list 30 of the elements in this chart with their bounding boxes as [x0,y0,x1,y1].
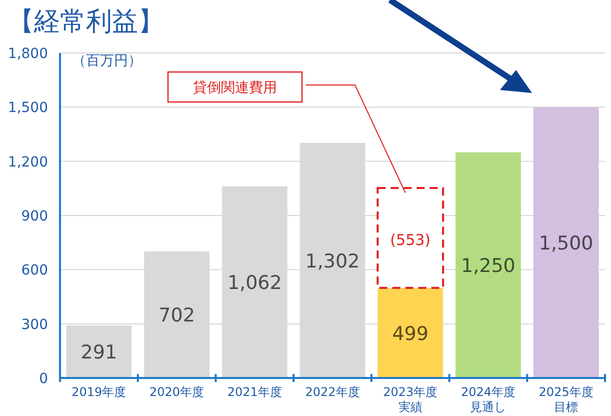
y-tick-label: 1,200 [8,154,48,170]
data-label: 1,250 [461,255,516,278]
bar [378,288,444,378]
data-label: 702 [158,304,195,327]
y-axis-title: （百万円） [72,53,142,69]
bar [376,187,444,289]
chart-title: 【経常利益】 [8,7,164,37]
bar [456,152,521,378]
x-tick-label: 2022年度 [305,385,360,399]
annotation: 貸倒関連費用 [193,80,277,96]
y-tick-label: 1,500 [8,100,48,116]
data-label: 1,500 [538,232,594,255]
y-tick-label: 900 [21,208,48,224]
data-label: 291 [80,342,118,364]
y-tick-label: 300 [21,316,48,333]
data-label: (553) [390,230,431,249]
y-tick-label: 600 [21,262,48,279]
x-tick-label: 2025年度目標 [538,385,594,414]
x-tick-label: 2024年度見通し [460,385,516,414]
y-tick-label: 0 [39,371,48,387]
x-tick-label: 2021年度 [227,385,282,399]
y-tick-label: 1,800 [8,46,48,62]
bar [533,107,599,378]
data-label: 499 [392,322,428,345]
callout: 貸倒関連費用 [167,71,406,194]
x-tick-label: 2023年度実績 [383,385,438,414]
data-label: 1,302 [305,250,360,272]
x-tick-label: 2019年度 [72,385,126,399]
x-tick-label: 2020年度 [150,385,204,399]
data-label: 1,062 [227,272,282,294]
